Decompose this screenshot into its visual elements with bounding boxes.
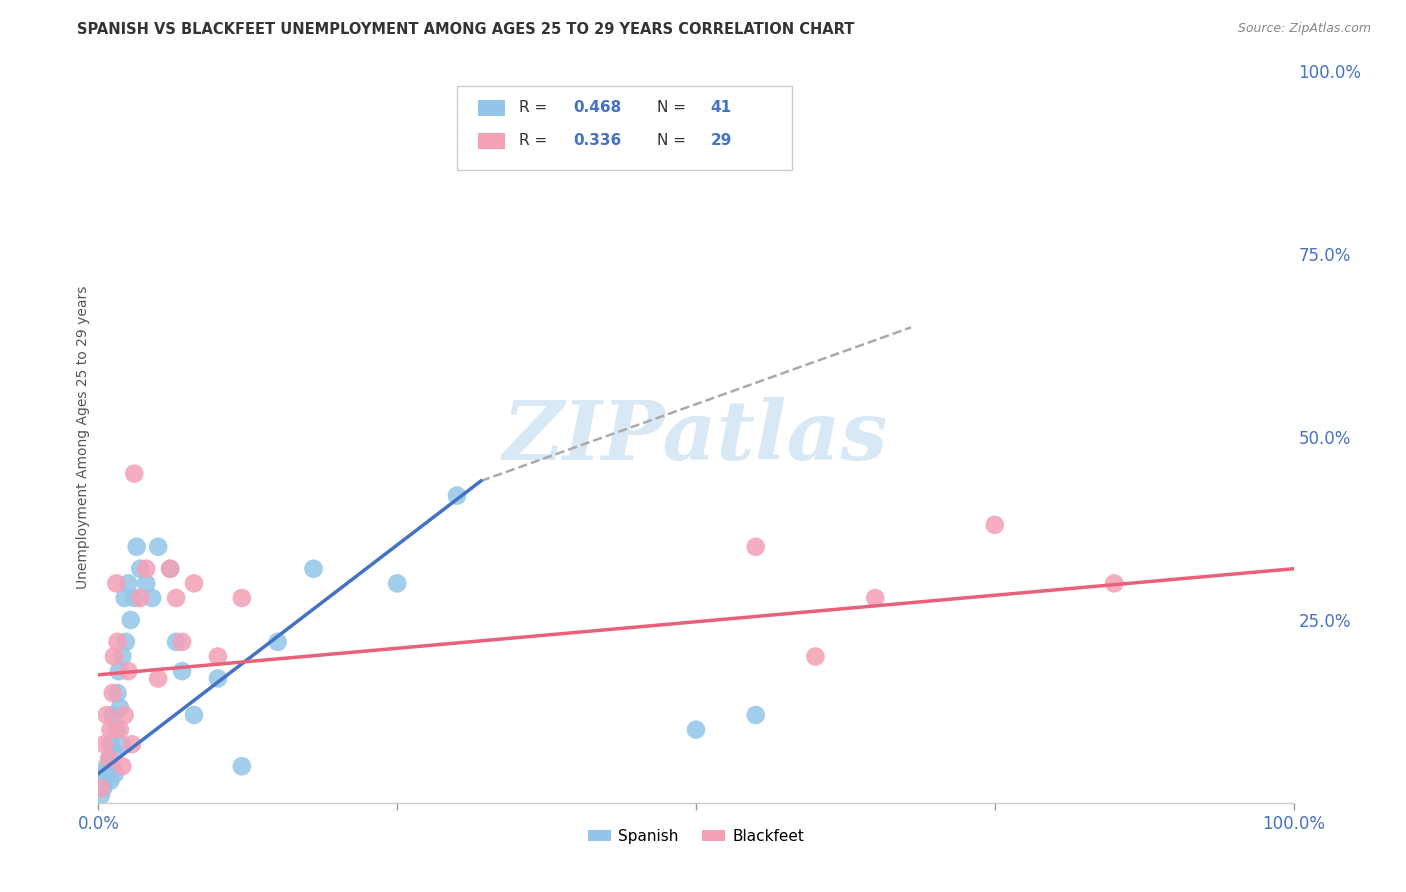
Point [96,759,118,773]
Point [267,635,290,649]
Point [90,789,112,803]
Point [172,664,194,678]
Point [984,517,1007,532]
Text: R =: R = [519,101,553,115]
Point [94,766,117,780]
Point [103,649,125,664]
FancyBboxPatch shape [478,100,505,116]
Point [141,591,163,605]
Point [101,686,124,700]
Text: 0.336: 0.336 [572,133,621,148]
Point [105,723,128,737]
Point [98,773,122,788]
Point [98,723,122,737]
Point [97,766,120,780]
Point [129,562,152,576]
Point [207,649,229,664]
Point [172,635,194,649]
Point [159,562,181,576]
Point [125,540,148,554]
Point [183,576,205,591]
Point [207,672,229,686]
Point [135,562,157,576]
Point [1104,576,1126,591]
Point [91,781,114,796]
Point [117,576,139,591]
Point [804,649,827,664]
Point [148,540,170,554]
FancyBboxPatch shape [457,86,792,170]
Text: N =: N = [657,133,690,148]
Point [100,759,122,773]
Point [114,591,136,605]
Point [105,576,128,591]
Point [148,672,170,686]
Point [129,591,152,605]
Point [120,613,142,627]
Point [124,467,146,481]
Legend: Spanish, Blackfeet: Spanish, Blackfeet [582,822,810,850]
Point [165,591,187,605]
Point [135,576,157,591]
Text: N =: N = [657,101,690,115]
Text: ZIPatlas: ZIPatlas [503,397,889,477]
Point [104,766,127,780]
Point [111,759,134,773]
Point [302,562,325,576]
Point [110,737,132,751]
Text: 41: 41 [710,101,731,115]
Point [98,737,122,751]
Point [115,635,138,649]
Text: 0.468: 0.468 [572,101,621,115]
Point [107,686,129,700]
Point [107,664,129,678]
Point [159,562,181,576]
Point [124,591,146,605]
Point [93,737,115,751]
Point [96,708,118,723]
Point [114,708,136,723]
Point [98,752,121,766]
Y-axis label: Unemployment Among Ages 25 to 29 years: Unemployment Among Ages 25 to 29 years [76,285,90,589]
Point [101,708,124,723]
Point [685,723,707,737]
Point [165,635,187,649]
Point [745,708,768,723]
Point [111,649,134,664]
Point [865,591,887,605]
Point [117,664,139,678]
Point [231,591,253,605]
Point [108,700,131,714]
Point [385,576,409,591]
Point [745,540,768,554]
Text: Source: ZipAtlas.com: Source: ZipAtlas.com [1237,22,1371,36]
Point [108,723,131,737]
Point [121,737,143,751]
Point [231,759,253,773]
Point [107,635,129,649]
Point [90,781,112,796]
Text: SPANISH VS BLACKFEET UNEMPLOYMENT AMONG AGES 25 TO 29 YEARS CORRELATION CHART: SPANISH VS BLACKFEET UNEMPLOYMENT AMONG … [77,22,855,37]
Point [103,745,125,759]
Point [446,489,468,503]
Point [98,752,121,766]
FancyBboxPatch shape [478,133,505,149]
Text: R =: R = [519,133,553,148]
Point [93,773,115,788]
Text: 29: 29 [710,133,731,148]
Point [183,708,205,723]
